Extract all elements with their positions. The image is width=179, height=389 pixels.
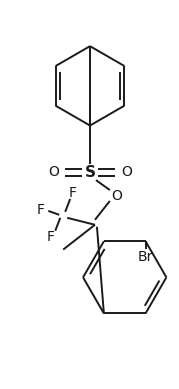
Text: O: O [121, 165, 132, 179]
Text: F: F [46, 230, 54, 244]
Text: Br: Br [138, 250, 153, 264]
Text: F: F [68, 186, 76, 200]
Text: S: S [84, 165, 95, 180]
Text: O: O [111, 189, 122, 203]
Text: F: F [36, 203, 44, 217]
Text: O: O [48, 165, 59, 179]
